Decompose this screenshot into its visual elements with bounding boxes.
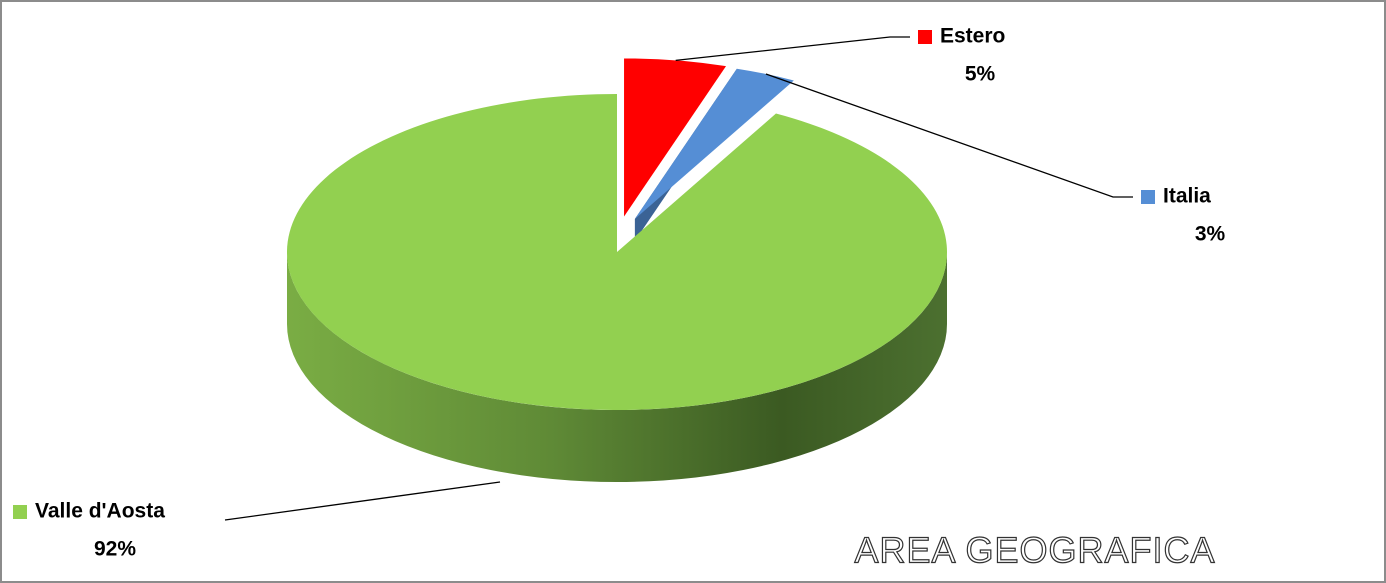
category-label: Valle d'Aosta [35, 500, 165, 523]
category-label: Estero [940, 25, 1005, 48]
slice [624, 58, 727, 217]
legend-swatch [13, 505, 27, 519]
slice-top [634, 68, 794, 219]
slice-top [624, 58, 727, 217]
value-label: 5% [965, 63, 996, 86]
category-label: Italia [1163, 185, 1211, 208]
legend-swatch [1141, 190, 1155, 204]
slice-side [287, 252, 947, 482]
slice [286, 93, 947, 482]
leader-line [675, 36, 910, 62]
leader-line [765, 73, 1133, 198]
value-label: 92% [94, 538, 136, 561]
slice-top [286, 93, 947, 410]
legend-swatch [918, 30, 932, 44]
value-label: 3% [1195, 223, 1226, 246]
leader-line [224, 481, 501, 521]
slice [634, 68, 794, 241]
chart-title: AREA GEOGRAFICA [854, 530, 1215, 571]
